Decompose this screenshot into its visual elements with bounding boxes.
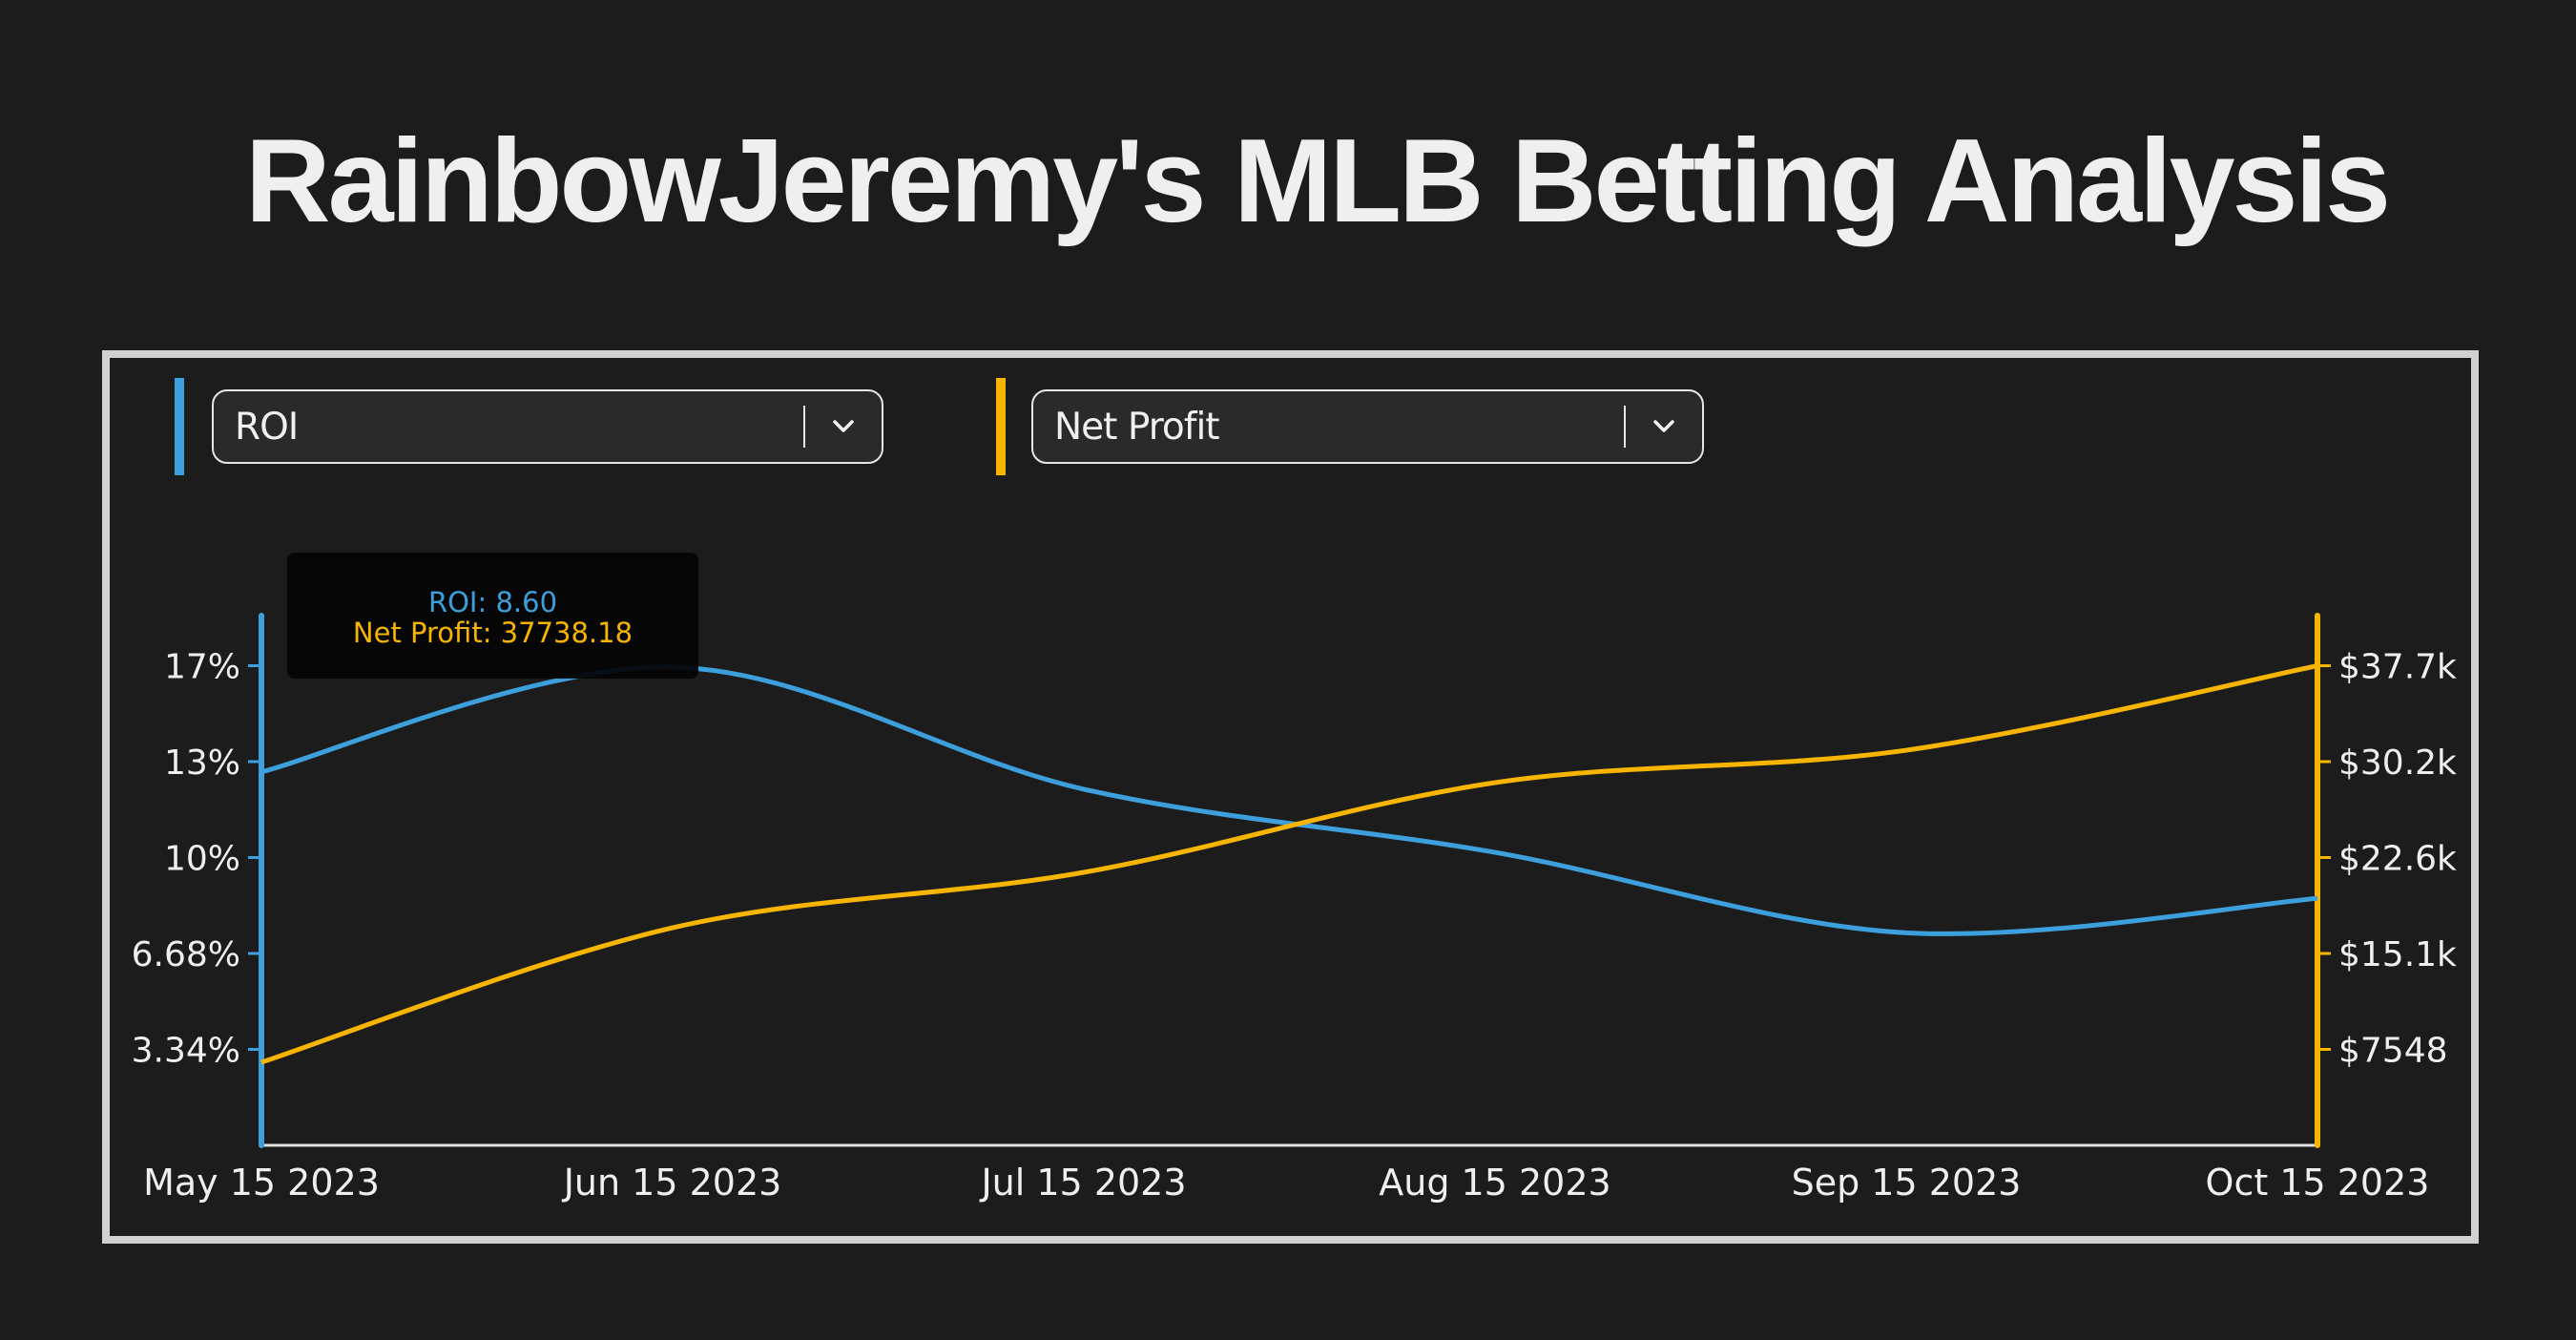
chart-panel <box>102 350 2479 1244</box>
x-tick-label: Oct 15 2023 <box>2206 1162 2430 1204</box>
hover-tooltip: ROI: 8.60 Net Profit: 37738.18 <box>287 553 698 679</box>
x-tick-label: Sep 15 2023 <box>1792 1162 2022 1204</box>
chevron-down-icon[interactable] <box>1626 419 1702 434</box>
right-tick-label: $37.7k <box>2338 648 2457 687</box>
page-title: RainbowJeremy's MLB Betting Analysis <box>245 115 2391 247</box>
x-axis-ticks: May 15 2023 Jun 15 2023 Jul 15 2023 Aug 15 … <box>143 1162 2429 1204</box>
roi-line[interactable] <box>260 664 2318 936</box>
x-tick-label: Aug 15 2023 <box>1379 1162 1610 1204</box>
chevron-down-icon[interactable] <box>805 419 882 434</box>
net-profit-line[interactable] <box>260 663 2318 1065</box>
left-tick-label: 3.34% <box>132 1032 240 1071</box>
right-metric-dropdown[interactable]: Net Profit <box>1031 389 1704 464</box>
right-tick-label: $22.6k <box>2338 840 2457 879</box>
left-axis-ticks: 17% 13% 10% 6.68% 3.34% <box>132 648 261 1071</box>
net-profit-series-color-bar <box>996 378 1006 475</box>
x-tick-label: Jul 15 2023 <box>979 1162 1186 1204</box>
right-metric-value: Net Profit <box>1054 405 1220 449</box>
x-tick-label: May 15 2023 <box>143 1162 380 1204</box>
tooltip-roi: ROI: 8.60 <box>427 586 558 618</box>
left-tick-label: 10% <box>164 840 240 879</box>
left-metric-value: ROI <box>235 405 299 449</box>
left-tick-label: 6.68% <box>132 935 240 974</box>
left-metric-dropdown[interactable]: ROI <box>212 389 883 464</box>
tooltip-net-profit: Net Profit: 37738.18 <box>352 617 634 649</box>
dropdown-separator <box>1624 406 1626 448</box>
right-tick-label: $7548 <box>2338 1032 2448 1071</box>
right-tick-label: $30.2k <box>2338 743 2457 783</box>
x-tick-label: Jun 15 2023 <box>562 1162 782 1204</box>
roi-series-color-bar <box>175 378 184 475</box>
left-tick-label: 17% <box>164 648 240 687</box>
left-tick-label: 13% <box>164 743 240 783</box>
dropdown-separator <box>803 406 805 448</box>
right-tick-label: $15.1k <box>2338 935 2457 974</box>
right-axis-ticks: $37.7k $30.2k $22.6k $15.1k $7548 <box>2317 648 2457 1071</box>
